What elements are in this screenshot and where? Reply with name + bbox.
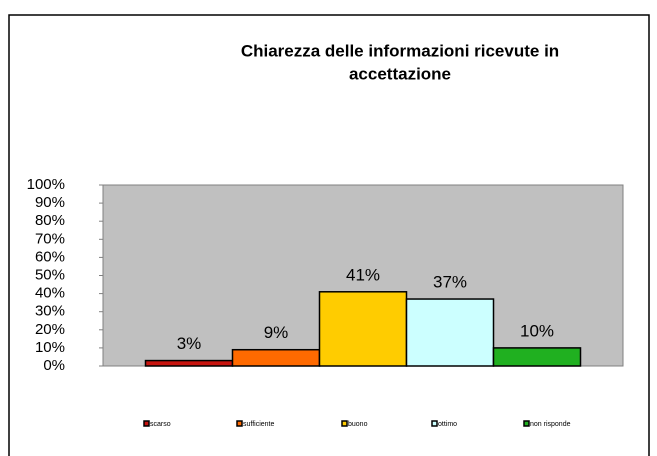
y-tick-label: 100%	[27, 176, 65, 193]
bar	[231, 348, 321, 367]
data-label: 9%	[264, 323, 289, 342]
legend-label: ottimo	[438, 421, 457, 428]
legend-swatch	[236, 420, 243, 427]
legend-label: scarso	[150, 421, 171, 428]
y-tick-label: 20%	[35, 321, 65, 338]
bar	[318, 291, 408, 367]
legend-label: buono	[348, 421, 368, 428]
data-label: 41%	[346, 265, 380, 284]
data-label: 3%	[177, 334, 202, 353]
legend-label: non risponde	[530, 421, 571, 428]
bar	[405, 298, 495, 367]
y-tick-label: 40%	[35, 285, 65, 302]
chart-title: Chiarezza delle informazioni ricevute in	[241, 41, 559, 60]
y-tick-label: 60%	[35, 248, 65, 265]
y-tick-label: 10%	[35, 339, 65, 356]
y-tick-label: 80%	[35, 212, 65, 229]
legend-swatch	[341, 420, 348, 427]
legend-label: sufficiente	[243, 421, 274, 428]
legend-swatch	[431, 420, 438, 427]
y-tick-label: 0%	[43, 357, 65, 374]
y-tick-label: 30%	[35, 303, 65, 320]
bar	[492, 347, 582, 367]
bar	[144, 359, 234, 367]
legend-swatch	[143, 420, 150, 427]
chart-title: accettazione	[349, 64, 451, 83]
legend-swatch	[523, 420, 530, 427]
y-tick-label: 90%	[35, 194, 65, 211]
data-label: 10%	[520, 321, 554, 340]
data-label: 37%	[433, 273, 467, 292]
y-tick-label: 50%	[35, 266, 65, 283]
y-tick-label: 70%	[35, 230, 65, 247]
